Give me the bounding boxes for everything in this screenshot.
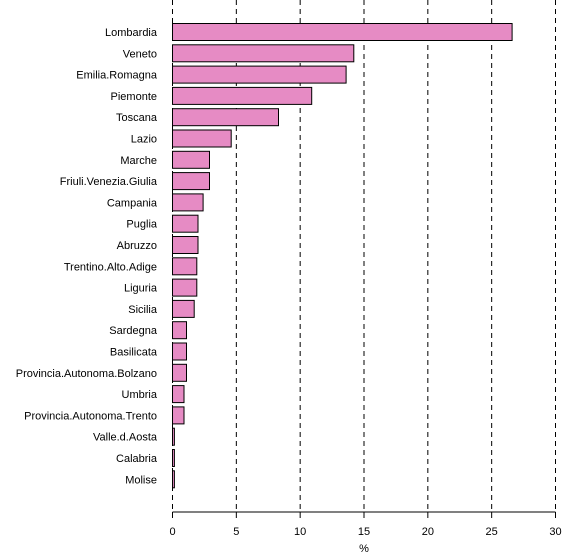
x-tick-label: 5 [233, 526, 239, 538]
bar [172, 321, 187, 340]
category-label: Abruzzo [117, 240, 157, 252]
bars [172, 23, 513, 489]
category-label: Lombardia [105, 27, 158, 39]
category-label: Sardegna [109, 325, 158, 337]
bar [172, 342, 187, 361]
bar [172, 470, 175, 489]
category-label: Piemonte [111, 91, 157, 103]
grid-lines [172, 0, 556, 512]
bar [172, 257, 198, 276]
bar [172, 214, 199, 233]
category-label: Emilia.Romagna [76, 70, 158, 82]
category-label: Molise [125, 474, 157, 486]
bar [172, 299, 195, 318]
bar [172, 427, 175, 446]
x-axis-label: % [359, 543, 369, 555]
bar [172, 278, 198, 297]
category-label: Liguria [124, 283, 158, 295]
category-label: Friuli.Venezia.Giulia [60, 176, 158, 188]
category-label: Valle.d.Aosta [93, 432, 158, 444]
bar [172, 108, 279, 127]
x-axis: 0 5 10 15 20 25 30 [169, 511, 562, 538]
x-tick-label: 20 [422, 526, 434, 538]
bar [172, 172, 210, 191]
category-label: Lazio [131, 134, 157, 146]
bar [172, 44, 355, 63]
category-label: Trentino.Alto.Adige [64, 261, 157, 273]
bar [172, 129, 232, 148]
x-tick-label: 10 [294, 526, 306, 538]
category-label: Sicilia [128, 304, 158, 316]
bar [172, 363, 187, 382]
category-label: Veneto [123, 48, 157, 60]
category-label: Campania [107, 197, 158, 209]
bar [172, 406, 185, 425]
bar [172, 150, 210, 169]
x-tick-label: 0 [169, 526, 175, 538]
bar [172, 23, 513, 41]
bar [172, 236, 199, 254]
category-label: Toscana [116, 112, 158, 124]
category-label: Provincia.Autonoma.Bolzano [16, 368, 157, 380]
category-label: Calabria [116, 453, 158, 465]
bar [172, 385, 185, 404]
bar [172, 65, 347, 84]
bar [172, 86, 313, 105]
category-label: Marche [120, 155, 157, 167]
x-tick-label: 25 [486, 526, 498, 538]
bar [172, 449, 175, 467]
bar [172, 193, 204, 212]
x-tick-label: 15 [358, 526, 370, 538]
x-tick-label: 30 [549, 526, 561, 538]
category-labels: Lombardia Veneto Emilia.Romagna Piemonte Tos… [16, 27, 158, 486]
category-label: Provincia.Autonoma.Trento [24, 410, 157, 422]
category-label: Umbria [122, 389, 158, 401]
category-label: Puglia [126, 219, 157, 231]
category-label: Basilicata [110, 347, 158, 359]
